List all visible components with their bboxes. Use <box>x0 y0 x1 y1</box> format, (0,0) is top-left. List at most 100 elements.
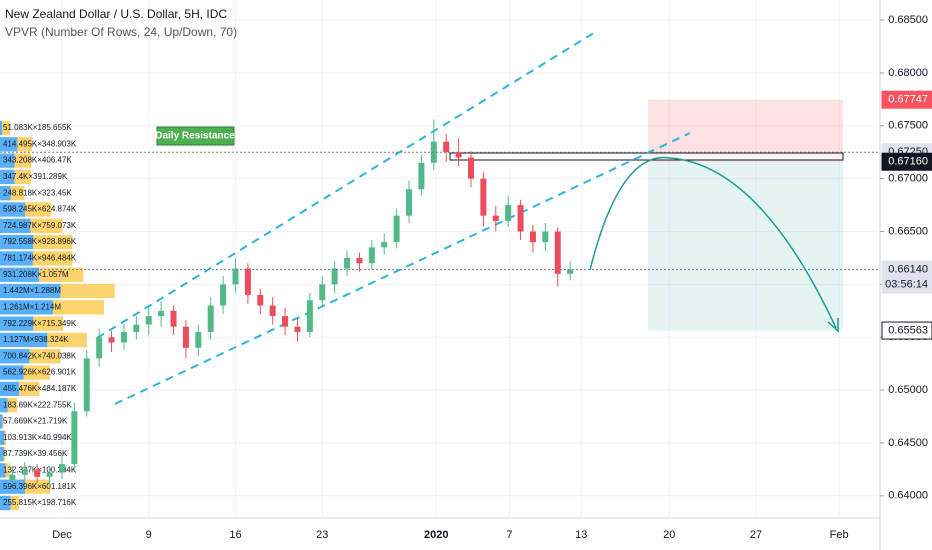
profile-label: 347.4K×391.289K <box>3 172 68 181</box>
price-marker-bg <box>881 260 932 294</box>
candle-body <box>282 316 289 327</box>
profile-up-bar <box>0 300 53 315</box>
projection-arrowhead <box>827 318 839 333</box>
price-marker-bg <box>881 152 932 171</box>
candle-body <box>319 284 326 301</box>
profile-down-bar <box>60 283 115 299</box>
candle-body <box>195 331 202 348</box>
profile-down-bar <box>17 137 33 152</box>
profile-up-bar <box>0 446 4 462</box>
position-box <box>648 99 843 331</box>
profile-down-bar <box>3 446 6 462</box>
candle-body <box>46 472 53 477</box>
chart-title: New Zealand Dollar / U.S. Dollar, 5H, ID… <box>5 7 227 21</box>
profile-down-bar <box>29 349 61 364</box>
x-tick-label: 27 <box>750 529 762 541</box>
projection-curve <box>589 156 837 329</box>
candle-body <box>393 215 400 243</box>
profile-up-bar <box>0 234 34 250</box>
profile-label: 414.495K×348.903K <box>3 139 77 148</box>
profile-up-bar <box>0 430 5 445</box>
candle-body <box>467 157 474 179</box>
annotation: Daily Resistance <box>155 131 235 142</box>
x-tick-label: 23 <box>316 529 328 541</box>
profile-down-bar <box>19 381 40 397</box>
channel-lower <box>114 132 691 405</box>
y-tick-label: 0.64500 <box>888 437 928 449</box>
profile-up-bar <box>0 169 15 185</box>
profile-up-bar <box>0 283 61 299</box>
candle-body <box>120 331 127 343</box>
price-marker-bg <box>881 321 932 340</box>
candle-body <box>71 411 78 465</box>
profile-up-bar <box>0 479 26 494</box>
y-tick-label: 0.65000 <box>888 384 928 396</box>
candle-body <box>9 474 16 480</box>
candle-body <box>83 358 90 412</box>
x-tick-label: 13 <box>575 529 587 541</box>
y-tick-label: 0.67000 <box>888 173 928 185</box>
profile-label: 57.669K×21.719K <box>3 417 68 426</box>
profile-label: 455.476K×484.187K <box>3 384 77 393</box>
profile-down-bar <box>33 316 64 331</box>
profile-up-bar <box>0 316 34 331</box>
price-marker-countdown: 03:56:14 <box>885 278 928 290</box>
candle-body <box>567 269 574 274</box>
y-tick-label: 0.68000 <box>888 67 928 79</box>
profile-label: 1.442M×1.288M <box>3 286 61 295</box>
candle-body <box>443 141 450 153</box>
candle-body <box>96 337 103 359</box>
candle-body <box>34 469 41 477</box>
profile-down-bar <box>2 414 4 429</box>
candle-body <box>244 268 251 295</box>
profile-up-bar <box>0 251 33 266</box>
candle-body <box>170 310 177 327</box>
profile-label: 598.245K×624.874K <box>3 205 77 214</box>
profile-label: 1.261M×1.214M <box>3 302 61 311</box>
candle-body <box>331 268 338 285</box>
profile-down-bar <box>2 120 10 136</box>
profile-label: 1.127M×938.324K <box>3 335 69 344</box>
stop-zone <box>648 99 843 162</box>
profile-up-bar <box>0 332 48 348</box>
y-tick-label: 0.68500 <box>888 14 928 26</box>
resistance-zone <box>449 152 844 161</box>
candle-body <box>58 464 65 473</box>
profile-label: 255.815K×198.716K <box>3 498 77 507</box>
profile-up-bar <box>0 398 8 413</box>
candle-body <box>418 162 425 190</box>
profile-down-bar <box>10 495 20 511</box>
profile-up-bar <box>0 414 3 429</box>
profile-down-bar <box>10 186 25 201</box>
profile-up-bar <box>0 137 18 152</box>
profile-label: 792.229K×715.349K <box>3 319 77 328</box>
profile-up-bar <box>0 381 20 397</box>
candle-body <box>517 205 524 232</box>
candle-body <box>381 242 388 248</box>
candle-body <box>207 305 214 332</box>
profile-down-bar <box>32 251 73 266</box>
profile-label: 248.818K×323.45K <box>3 188 72 197</box>
profile-up-bar <box>0 202 26 217</box>
profile-down-bar <box>5 463 10 478</box>
price-marker-label: 0.65563 <box>888 324 928 336</box>
profile-label: 596.396K×601.181K <box>3 482 77 491</box>
profile-down-bar <box>4 430 7 445</box>
candle-body <box>269 305 276 317</box>
profile-label: 51.083K×185.655K <box>3 123 72 132</box>
candle-body <box>480 178 487 216</box>
profile-up-bar <box>0 349 30 364</box>
y-tick-label: 0.64000 <box>888 490 928 502</box>
profile-down-bar <box>23 365 50 380</box>
profile-label: 183.69K×222.755K <box>3 400 72 409</box>
candle-body <box>306 300 313 332</box>
profile-down-bar <box>39 267 84 282</box>
candle-body <box>294 326 301 332</box>
profile-up-bar <box>0 365 24 380</box>
profile-down-bar <box>14 169 32 185</box>
profile-down-bar <box>25 202 52 217</box>
y-tick-label: 0.66500 <box>888 225 928 237</box>
profile-label: 700.842K×740.038K <box>3 351 77 360</box>
price-marker-bg <box>881 90 932 109</box>
